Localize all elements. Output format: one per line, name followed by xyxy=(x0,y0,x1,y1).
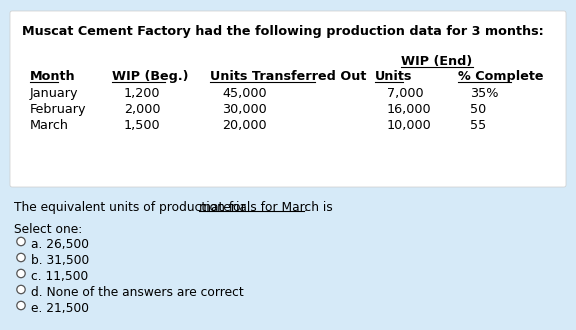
Text: 2,000: 2,000 xyxy=(124,103,161,116)
Text: 20,000: 20,000 xyxy=(222,119,267,132)
Text: 1,200: 1,200 xyxy=(124,87,161,100)
Text: e. 21,500: e. 21,500 xyxy=(31,302,89,315)
Text: materials for March is: materials for March is xyxy=(199,201,333,214)
Text: b. 31,500: b. 31,500 xyxy=(31,254,89,267)
Text: 10,000: 10,000 xyxy=(387,119,432,132)
Text: WIP (Beg.): WIP (Beg.) xyxy=(112,70,188,83)
Text: c. 11,500: c. 11,500 xyxy=(31,270,88,283)
Circle shape xyxy=(17,237,25,246)
Text: 50: 50 xyxy=(470,103,486,116)
Text: 45,000: 45,000 xyxy=(222,87,267,100)
Text: a. 26,500: a. 26,500 xyxy=(31,238,89,251)
Text: :: : xyxy=(304,201,308,214)
Text: January: January xyxy=(30,87,78,100)
Text: Units: Units xyxy=(375,70,412,83)
Text: The equivalent units of production for: The equivalent units of production for xyxy=(14,201,249,214)
Text: 7,000: 7,000 xyxy=(387,87,423,100)
Text: Month: Month xyxy=(30,70,75,83)
Text: d. None of the answers are correct: d. None of the answers are correct xyxy=(31,286,244,299)
Circle shape xyxy=(17,285,25,294)
Text: 30,000: 30,000 xyxy=(222,103,267,116)
Text: March: March xyxy=(30,119,69,132)
Text: WIP (End): WIP (End) xyxy=(401,55,472,68)
Text: % Complete: % Complete xyxy=(458,70,544,83)
Circle shape xyxy=(17,269,25,278)
Text: Select one:: Select one: xyxy=(14,223,82,236)
Text: Units Transferred Out: Units Transferred Out xyxy=(210,70,366,83)
Text: 16,000: 16,000 xyxy=(387,103,431,116)
Circle shape xyxy=(17,253,25,262)
Text: 35%: 35% xyxy=(470,87,498,100)
Text: Muscat Cement Factory had the following production data for 3 months:: Muscat Cement Factory had the following … xyxy=(22,25,544,38)
FancyBboxPatch shape xyxy=(10,11,566,187)
Text: February: February xyxy=(30,103,86,116)
Text: 55: 55 xyxy=(470,119,486,132)
Circle shape xyxy=(17,301,25,310)
Text: 1,500: 1,500 xyxy=(124,119,161,132)
